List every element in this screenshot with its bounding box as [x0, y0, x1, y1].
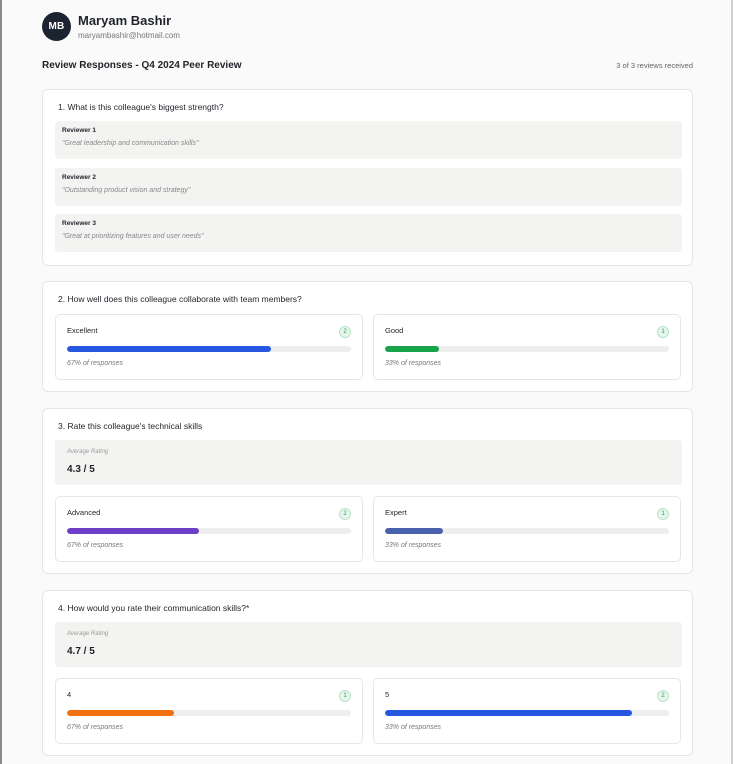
reviewer-response: Reviewer 2 "Outstanding product vision a… [55, 168, 682, 206]
progress-fill [67, 528, 200, 534]
response-count-badge: 1 [657, 326, 669, 338]
option-card: 5 2 33% of responses [373, 678, 681, 744]
progress-fill [385, 528, 444, 534]
progress-track [67, 528, 351, 534]
window-frame-left [0, 0, 2, 764]
question-title: 1. What is this colleague's biggest stre… [58, 102, 224, 112]
reviewer-response: Reviewer 1 "Great leadership and communi… [55, 121, 682, 159]
reviewer-quote: "Great leadership and communication skil… [62, 140, 199, 147]
average-rating-box: Average Rating 4.7 / 5 [55, 622, 682, 667]
average-rating-box: Average Rating 4.3 / 5 [55, 440, 682, 485]
question-card-3: 3. Rate this colleague's technical skill… [42, 408, 693, 574]
option-percentage: 33% of responses [385, 724, 442, 731]
option-percentage: 33% of responses [385, 542, 442, 549]
question-card-1: 1. What is this colleague's biggest stre… [42, 89, 693, 266]
progress-track [385, 346, 669, 352]
question-title: 4. How would you rate their communicatio… [58, 603, 250, 613]
progress-track [385, 528, 669, 534]
option-card: Excellent 2 67% of responses [55, 314, 363, 380]
option-label: 5 [385, 690, 390, 699]
question-title: 3. Rate this colleague's technical skill… [58, 421, 203, 431]
reviewer-name: Reviewer 1 [62, 127, 96, 134]
reviews-received-count: 3 of 3 reviews received [616, 61, 693, 70]
option-card: 4 1 67% of responses [55, 678, 363, 744]
question-title: 2. How well does this colleague collabor… [58, 294, 302, 304]
progress-fill [385, 710, 633, 716]
page-title: Review Responses - Q4 2024 Peer Review [42, 60, 242, 71]
progress-track [385, 710, 669, 716]
option-percentage: 67% of responses [67, 360, 124, 367]
user-info: Maryam Bashir maryambashir@hotmail.com [78, 13, 180, 40]
option-card: Expert 1 33% of responses [373, 496, 681, 562]
average-rating-value: 4.7 / 5 [67, 646, 95, 657]
progress-fill [67, 710, 174, 716]
average-rating-label: Average Rating [67, 631, 109, 637]
progress-track [67, 346, 351, 352]
response-count-badge: 2 [657, 690, 669, 702]
option-percentage: 67% of responses [67, 724, 124, 731]
average-rating-label: Average Rating [67, 449, 109, 455]
option-label: 4 [67, 690, 72, 699]
window-frame-right [731, 0, 733, 764]
page-title-row: Review Responses - Q4 2024 Peer Review 3… [42, 60, 693, 71]
option-percentage: 67% of responses [67, 542, 124, 549]
progress-fill [67, 346, 272, 352]
reviewer-quote: "Outstanding product vision and strategy… [62, 187, 191, 194]
reviewer-quote: "Great at prioritizing features and user… [62, 233, 204, 240]
reviewer-response: Reviewer 3 "Great at prioritizing featur… [55, 214, 682, 252]
question-card-2: 2. How well does this colleague collabor… [42, 281, 693, 392]
option-label: Expert [385, 508, 407, 517]
user-email: maryambashir@hotmail.com [78, 31, 180, 40]
progress-fill [385, 346, 439, 352]
option-percentage: 33% of responses [385, 360, 442, 367]
response-count-badge: 1 [657, 508, 669, 520]
reviewer-name: Reviewer 3 [62, 220, 96, 227]
question-card-4: 4. How would you rate their communicatio… [42, 590, 693, 756]
user-header: MB Maryam Bashir maryambashir@hotmail.co… [42, 12, 180, 41]
response-count-badge: 1 [339, 690, 351, 702]
option-card: Good 1 33% of responses [373, 314, 681, 380]
option-label: Good [385, 326, 404, 335]
option-label: Advanced [67, 508, 101, 517]
user-name: Maryam Bashir [78, 13, 172, 28]
reviewer-name: Reviewer 2 [62, 174, 96, 181]
response-count-badge: 2 [339, 508, 351, 520]
average-rating-value: 4.3 / 5 [67, 464, 95, 475]
option-card: Advanced 2 67% of responses [55, 496, 363, 562]
progress-track [67, 710, 351, 716]
option-label: Excellent [67, 326, 98, 335]
avatar: MB [42, 12, 71, 41]
response-count-badge: 2 [339, 326, 351, 338]
